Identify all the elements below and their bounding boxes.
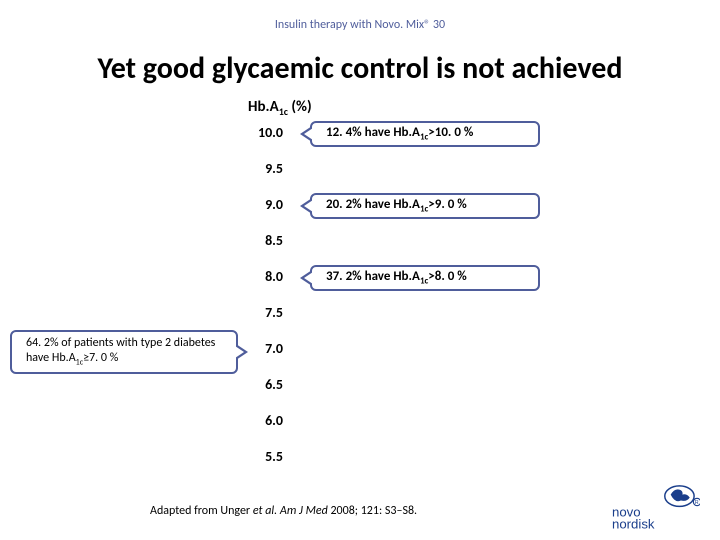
callout-right-text: 12. 4% have Hb.A1c>10. 0 % <box>326 125 473 143</box>
tick-label: 8.0 <box>265 268 283 285</box>
y-axis: 10.0 12. 4% have Hb.A1c>10. 0 % 9.5 9.0 20. … <box>245 118 545 478</box>
tick-row: 10.0 12. 4% have Hb.A1c>10. 0 % <box>245 118 545 154</box>
tick-label: 7.0 <box>265 340 283 357</box>
callout-left-text: 64. 2% of patients with type 2 diabetesh… <box>26 336 215 368</box>
citation-prefix: Adapted from Unger <box>150 504 253 518</box>
axis-label: Hb.A1c (%) <box>248 98 312 118</box>
citation-italic: et al. Am J Med <box>253 504 328 518</box>
tick-row: 5.5 <box>245 442 545 478</box>
tick-label: 9.5 <box>265 160 283 177</box>
tick-row: 9.0 20. 2% have Hb.A1c>9. 0 % <box>245 190 545 226</box>
svg-text:nordisk: nordisk <box>612 516 655 531</box>
callout-right: 20. 2% have Hb.A1c>9. 0 % <box>310 193 540 219</box>
callout-right-text: 20. 2% have Hb.A1c>9. 0 % <box>326 197 467 215</box>
callout-left: 64. 2% of patients with type 2 diabetesh… <box>10 330 238 374</box>
tick-row: 7.0 <box>245 334 545 370</box>
callout-right: 12. 4% have Hb.A1c>10. 0 % <box>310 121 540 147</box>
tick-label: 6.0 <box>265 412 283 429</box>
callout-right-text: 37. 2% have Hb.A1c>8. 0 % <box>326 269 467 287</box>
tick-label: 9.0 <box>265 196 283 213</box>
tick-row: 8.5 <box>245 226 545 262</box>
callout-right: 37. 2% have Hb.A1c>8. 0 % <box>310 265 540 291</box>
citation: Adapted from Unger et al. Am J Med 2008;… <box>150 504 417 518</box>
tick-row: 9.5 <box>245 154 545 190</box>
tick-label: 8.5 <box>265 232 283 249</box>
svg-text:R: R <box>695 500 699 506</box>
tick-label: 5.5 <box>265 448 283 465</box>
tick-row: 6.0 <box>245 406 545 442</box>
tick-row: 7.5 <box>245 298 545 334</box>
tick-label: 10.0 <box>258 124 283 141</box>
tick-label: 7.5 <box>265 304 283 321</box>
header-line: Insulin therapy with Novo. Mix® 30 <box>0 18 720 32</box>
citation-suffix: 2008; 121: S3–S8. <box>328 504 417 518</box>
tick-row: 6.5 <box>245 370 545 406</box>
novo-nordisk-logo: R novo nordisk <box>612 480 700 528</box>
tick-label: 6.5 <box>265 376 283 393</box>
tick-row: 8.0 37. 2% have Hb.A1c>8. 0 % <box>245 262 545 298</box>
main-title: Yet good glycaemic control is not achiev… <box>0 50 720 87</box>
